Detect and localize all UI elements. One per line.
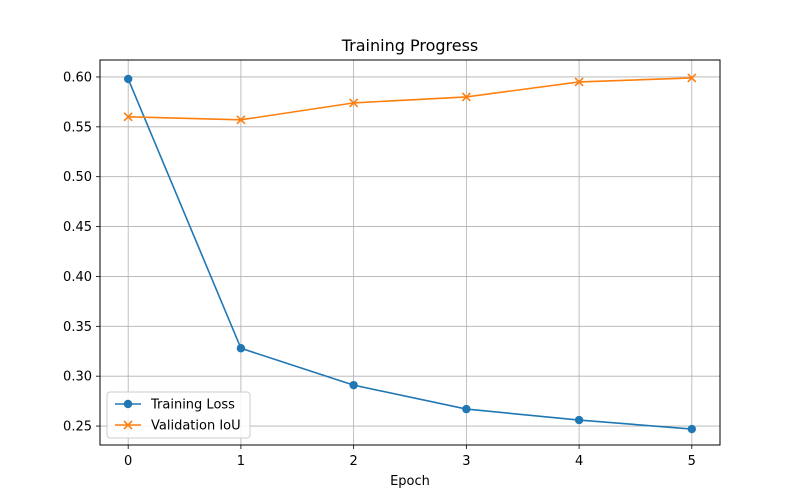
y-tick-label: 0.40 [63, 270, 92, 285]
data-point [574, 415, 584, 425]
series-layer [123, 73, 697, 434]
plot-area-frame [99, 59, 721, 446]
data-point [574, 77, 584, 87]
y-tick-label: 0.55 [63, 120, 92, 135]
series-line [127, 78, 692, 430]
data-point [687, 73, 697, 83]
y-tick-label: 0.60 [63, 70, 92, 85]
data-point [123, 74, 133, 84]
legend-marker [123, 399, 133, 409]
chart-title: Training Progress [341, 36, 479, 55]
x-tick-label: 1 [237, 454, 245, 469]
y-tick-label: 0.25 [63, 420, 92, 435]
data-point [236, 344, 246, 353]
data-point [123, 112, 133, 122]
x-axis-label: Epoch [390, 474, 430, 489]
data-point [687, 424, 697, 434]
y-tick-label: 0.45 [63, 220, 92, 235]
x-tick-label: 2 [349, 454, 357, 469]
series-training-loss [123, 74, 697, 434]
axis-ticks: 0 1 2 3 4 5 0.25 0.30 0.35 0.40 0.45 0.50 0.55 0.60 [63, 70, 696, 469]
legend-box [106, 391, 251, 439]
series-validation-iou [123, 73, 697, 125]
legend-marker [123, 420, 133, 430]
data-point [461, 92, 471, 102]
data-point [349, 380, 358, 390]
x-tick-label: 3 [462, 454, 470, 469]
legend-label: Training Loss [150, 398, 235, 413]
data-point [236, 115, 246, 125]
grid [100, 60, 720, 445]
y-tick-label: 0.50 [63, 170, 92, 185]
series-line [128, 77, 692, 121]
x-tick-label: 4 [575, 454, 583, 469]
legend: Training Loss Validation IoU [106, 391, 251, 439]
y-tick-label: 0.35 [63, 320, 92, 335]
legend-item: Validation IoU [115, 419, 241, 434]
y-tick-label: 0.30 [63, 370, 92, 385]
legend-item: Training Loss [115, 398, 235, 413]
data-point [462, 404, 471, 414]
x-tick-label: 0 [124, 454, 132, 469]
data-point [349, 98, 359, 108]
legend-label: Validation IoU [151, 419, 241, 434]
x-tick-label: 5 [688, 454, 696, 469]
